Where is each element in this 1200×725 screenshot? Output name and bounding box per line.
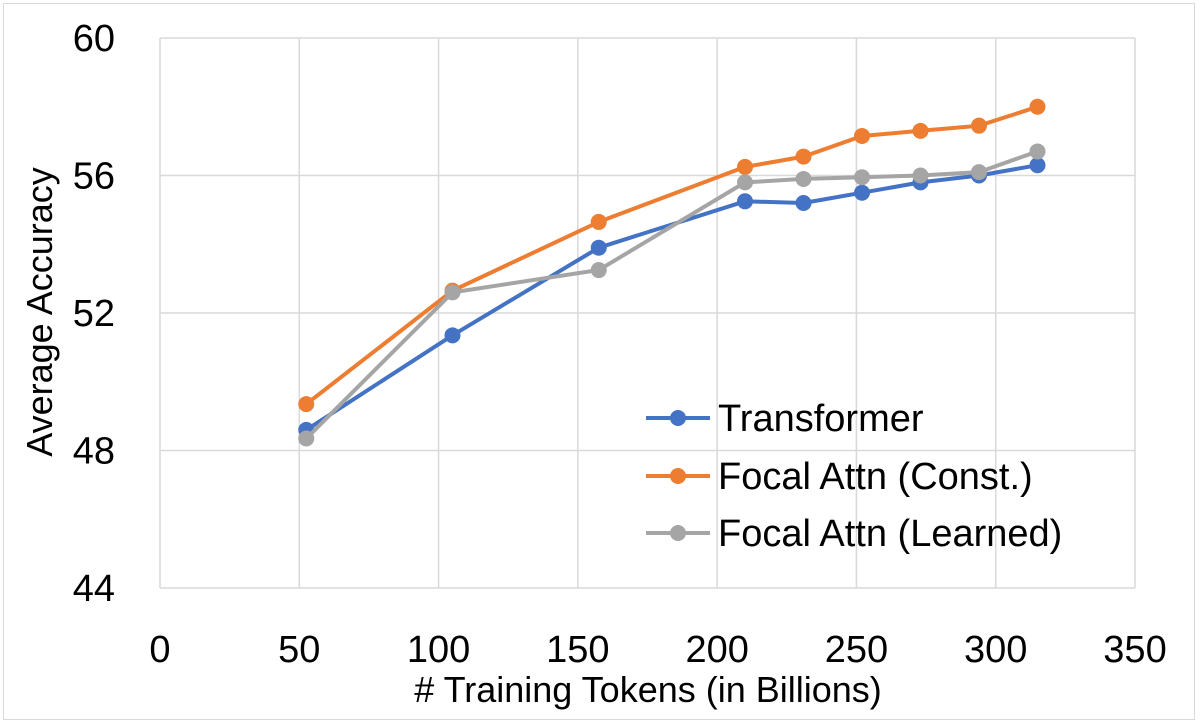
- y-axis-title: Average Accuracy: [19, 167, 60, 457]
- x-tick-label-0: 0: [149, 629, 170, 671]
- legend-label-focal-const: Focal Attn (Const.): [718, 456, 1033, 498]
- legend: Transformer Focal Attn (Const.) Focal At…: [646, 398, 1062, 555]
- x-tick-label-50: 50: [278, 629, 320, 671]
- x-tick-label-200: 200: [685, 629, 748, 671]
- x-tick-label-250: 250: [825, 629, 888, 671]
- x-tick-label-150: 150: [546, 629, 609, 671]
- legend-marker-transformer: [670, 410, 686, 426]
- data-point-s1-3: [737, 158, 753, 175]
- data-point-s1-6: [912, 122, 929, 139]
- data-point-s1-4: [795, 148, 812, 165]
- data-point-s2-7: [971, 164, 987, 181]
- data-point-s0-2: [590, 239, 607, 256]
- data-point-s0-5: [854, 184, 870, 201]
- data-point-s2-3: [737, 174, 753, 191]
- legend-item-transformer: Transformer: [646, 398, 924, 440]
- data-point-s1-7: [971, 117, 987, 134]
- data-point-s0-4: [795, 195, 812, 211]
- y-tick-label-60: 60: [73, 18, 115, 60]
- legend-marker-focal-const: [670, 468, 686, 484]
- data-point-s1-8: [1029, 98, 1046, 115]
- series-lines: [298, 98, 1046, 447]
- x-tick-label-300: 300: [964, 629, 1027, 671]
- legend-label-focal-learned: Focal Attn (Learned): [718, 513, 1062, 555]
- y-tick-label-56: 56: [73, 156, 115, 198]
- data-point-s2-4: [795, 170, 812, 187]
- x-axis-ticks: 0 50 100 150 200 250 300 350: [149, 629, 1166, 671]
- data-point-s2-5: [854, 169, 870, 186]
- data-point-s1-0: [298, 396, 315, 413]
- data-point-s0-8: [1029, 157, 1046, 174]
- legend-item-focal-const: Focal Attn (Const.): [646, 456, 1033, 498]
- y-tick-label-44: 44: [73, 568, 115, 610]
- series-1: [298, 98, 1046, 413]
- series-0: [298, 157, 1046, 438]
- series-line-0: [305, 163, 1038, 432]
- data-point-s1-5: [854, 127, 870, 144]
- x-axis-title: # Training Tokens (in Billions): [414, 669, 882, 710]
- data-point-s2-2: [590, 262, 607, 279]
- y-tick-label-48: 48: [73, 431, 115, 473]
- data-point-s2-6: [912, 167, 929, 184]
- data-point-s0-3: [737, 193, 753, 210]
- chart-frame: [3, 3, 1195, 720]
- data-point-s2-8: [1029, 143, 1046, 160]
- data-point-s0-1: [444, 327, 461, 344]
- legend-item-focal-learned: Focal Attn (Learned): [646, 513, 1062, 555]
- legend-marker-focal-learned: [670, 525, 686, 541]
- x-tick-label-350: 350: [1103, 629, 1166, 671]
- series-2: [298, 143, 1046, 447]
- data-point-s1-2: [590, 213, 607, 230]
- y-axis-ticks: 44 48 52 56 60: [73, 18, 115, 610]
- legend-label-transformer: Transformer: [718, 398, 924, 440]
- data-point-s2-1: [444, 284, 461, 301]
- y-tick-label-52: 52: [73, 293, 115, 335]
- data-point-s2-0: [298, 430, 315, 447]
- x-tick-label-100: 100: [407, 629, 470, 671]
